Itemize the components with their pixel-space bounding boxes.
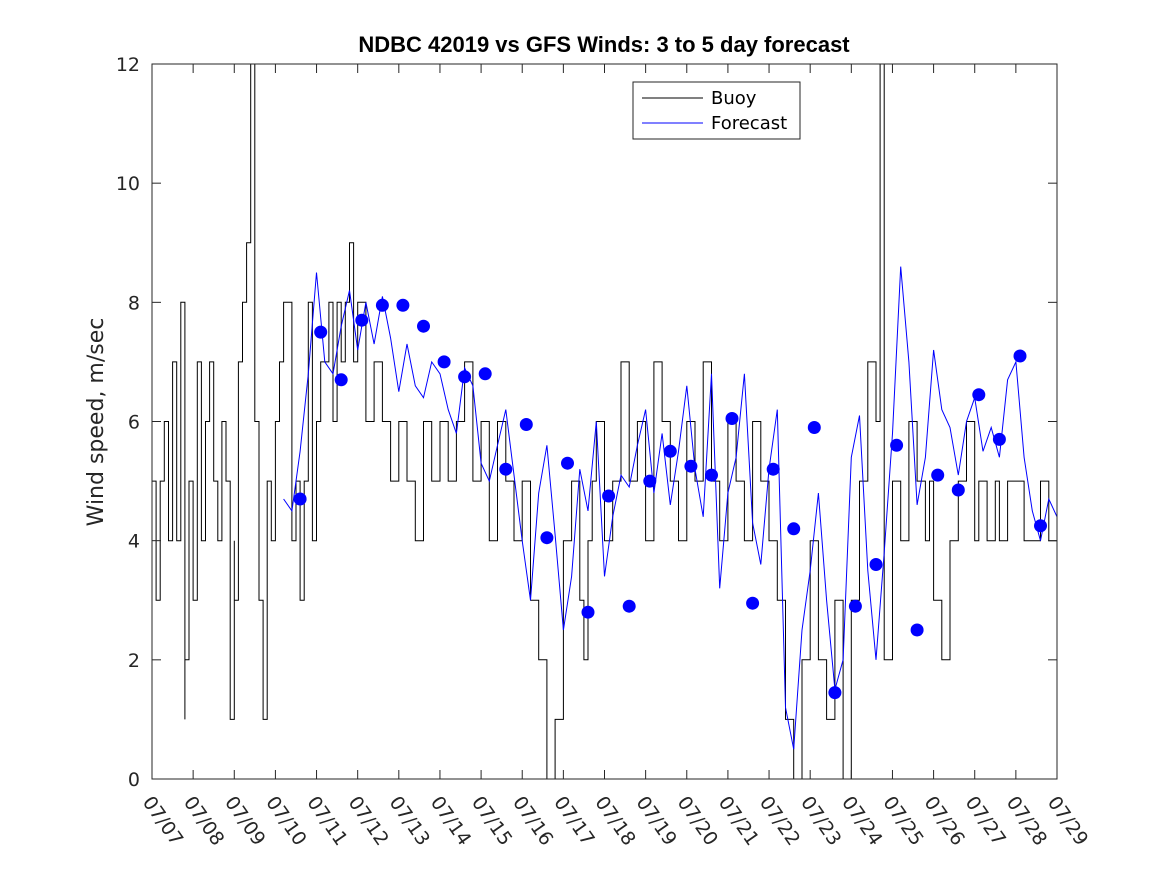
y-tick-label: 10 (116, 173, 140, 195)
x-tick-label: 07/15 (467, 792, 516, 849)
x-tick-label: 07/12 (344, 792, 393, 849)
forecast-marker (561, 456, 574, 470)
forecast-marker (643, 474, 657, 488)
x-tick-label: 07/27 (961, 792, 1010, 849)
forecast-marker (540, 531, 554, 545)
legend-box (632, 81, 801, 140)
forecast-marker (848, 599, 862, 613)
forecast-marker (1013, 349, 1027, 363)
forecast-marker (746, 596, 760, 610)
x-tick-label: 07/16 (508, 792, 557, 849)
forecast-marker (807, 421, 821, 434)
x-tick-label: 07/18 (590, 792, 639, 849)
x-tick-label: 07/28 (1002, 792, 1051, 849)
forecast-marker (766, 462, 780, 476)
forecast-marker (1034, 519, 1047, 533)
x-tick-label: 07/07 (138, 792, 187, 849)
x-tick-label: 07/29 (1043, 792, 1092, 849)
forecast-marker (931, 468, 945, 482)
x-tick-label: 07/08 (179, 792, 228, 849)
x-tick-label: 07/14 (426, 792, 475, 849)
x-tick-label: 07/21 (714, 792, 763, 849)
series-layer (152, 63, 1058, 780)
x-tick-label: 07/25 (878, 792, 927, 849)
forecast-marker (519, 418, 533, 431)
forecast-marker (869, 558, 883, 571)
forecast-marker (828, 686, 842, 700)
x-tick-label: 07/20 (673, 792, 722, 849)
forecast-marker (972, 388, 986, 402)
x-tick-label: 07/19 (632, 792, 681, 849)
forecast-marker (890, 438, 904, 452)
forecast-marker (314, 325, 328, 339)
legend-forecast-label: Forecast (711, 113, 787, 134)
x-tick-label: 07/10 (261, 792, 310, 849)
forecast-marker (910, 623, 924, 637)
forecast-marker (787, 522, 801, 536)
x-tick-label: 07/09 (220, 792, 269, 849)
forecast-marker (478, 367, 492, 381)
y-tick-label: 8 (128, 292, 140, 314)
forecast-marker (417, 319, 430, 333)
y-tick-label: 6 (128, 412, 140, 434)
forecast-marker (499, 462, 513, 476)
forecast-marker (375, 298, 389, 312)
x-tick-label: 07/23 (796, 792, 845, 849)
forecast-marker (293, 492, 307, 506)
forecast-marker (458, 370, 472, 384)
forecast-marker (581, 605, 595, 619)
forecast-marker (602, 489, 616, 503)
forecast-marker (992, 432, 1006, 446)
y-tick-label: 4 (128, 531, 140, 553)
x-tick-label: 07/24 (837, 792, 886, 849)
forecast-marker (355, 313, 369, 327)
x-tick-label: 07/17 (549, 792, 598, 849)
y-tick-label: 12 (116, 54, 140, 76)
forecast-marker (705, 468, 718, 482)
forecast-marker (684, 459, 698, 473)
x-tick-label: 07/26 (920, 792, 969, 849)
forecast-marker (437, 355, 451, 369)
y-tick-label: 0 (128, 769, 140, 791)
forecast-marker (725, 412, 739, 425)
forecast-marker (334, 373, 348, 387)
forecast-marker (622, 599, 636, 613)
forecast-series-line (283, 266, 1058, 750)
x-tick-label: 07/11 (302, 792, 351, 849)
forecast-marker (951, 483, 965, 497)
y-tick-label: 2 (128, 650, 140, 672)
x-tick-label: 07/13 (385, 792, 434, 849)
forecast-marker (663, 444, 677, 458)
x-tick-label: 07/22 (755, 792, 804, 849)
legend-buoy-label: Buoy (711, 88, 757, 109)
chart-title: NDBC 42019 vs GFS Winds: 3 to 5 day fore… (358, 32, 850, 57)
forecast-marker (396, 298, 410, 312)
y-axis-label: Wind speed, m/sec (84, 318, 109, 527)
legend: Buoy Forecast (632, 81, 801, 140)
